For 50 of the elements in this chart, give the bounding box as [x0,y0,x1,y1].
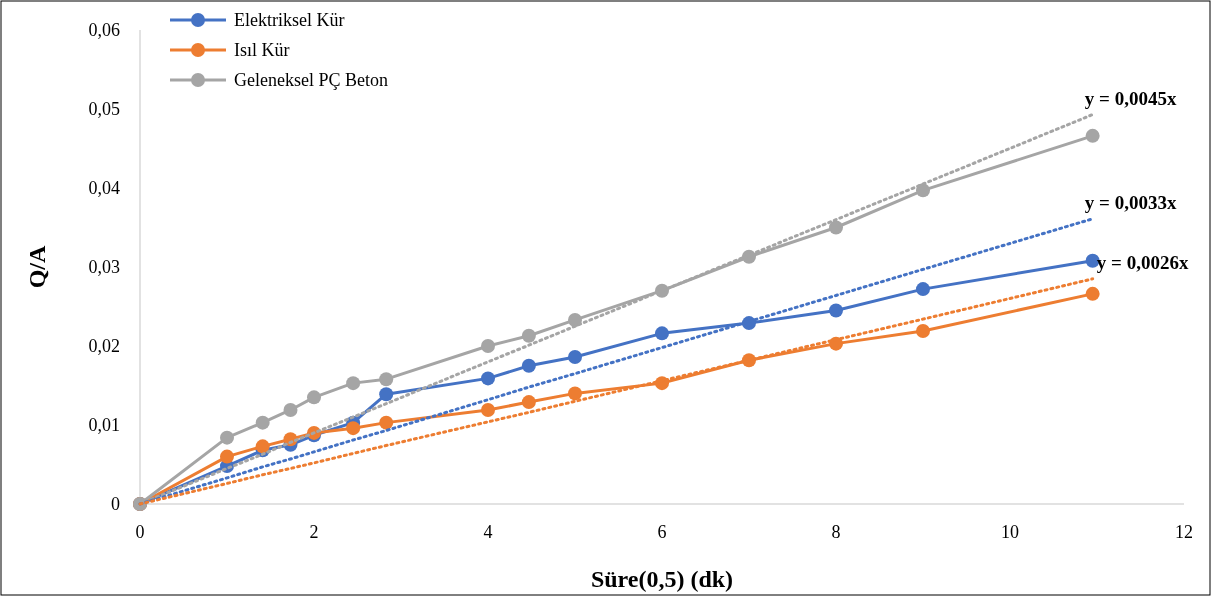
point [255,415,270,430]
point [255,439,270,454]
point [916,282,930,297]
point [829,220,843,235]
x-tick-label: 6 [657,522,667,542]
point [568,386,582,401]
point [346,376,361,391]
annotation: y = 0,0026x [1096,251,1189,273]
point [568,312,582,327]
y-tick-label: 0,04 [88,178,120,198]
y-axis-title: Q/A [24,245,50,289]
point [916,323,930,338]
point [829,303,843,318]
x-tick-label: 12 [1175,522,1193,542]
annotation: y = 0,0045x [1084,87,1177,109]
point [307,390,321,405]
x-tick-label: 8 [831,522,841,542]
point [655,326,669,341]
point [521,358,536,373]
point [379,415,394,430]
point [1085,128,1100,143]
legend-label: Geleneksel PÇ Beton [234,70,388,90]
x-axis-title: Süre(0,5) (dk) [590,566,734,592]
point [481,339,495,353]
point [1085,286,1100,301]
y-tick-label: 0,02 [88,336,120,356]
y-tick-label: 0,03 [88,257,120,277]
point [379,387,394,402]
annotation: y = 0,0033x [1084,191,1177,213]
point [379,372,394,387]
point [481,402,495,417]
legend-label: Elektriksel Kür [234,10,345,30]
point [521,328,536,343]
y-tick-label: 0,06 [88,20,120,40]
y-tick-label: 0 [111,494,120,514]
legend-label: Isıl Kür [234,40,290,60]
x-tick-label: 10 [1001,522,1019,542]
point [283,402,298,417]
y-tick-label: 0,01 [88,415,120,435]
point [916,183,930,198]
point [346,421,361,436]
point [481,371,495,386]
point [220,449,234,464]
x-tick-label: 2 [309,522,319,542]
point [220,430,234,445]
y-tick-label: 0,05 [88,99,120,119]
point [568,350,582,365]
point [521,395,536,410]
x-tick-label: 4 [483,522,493,542]
x-tick-label: 0 [135,522,145,542]
